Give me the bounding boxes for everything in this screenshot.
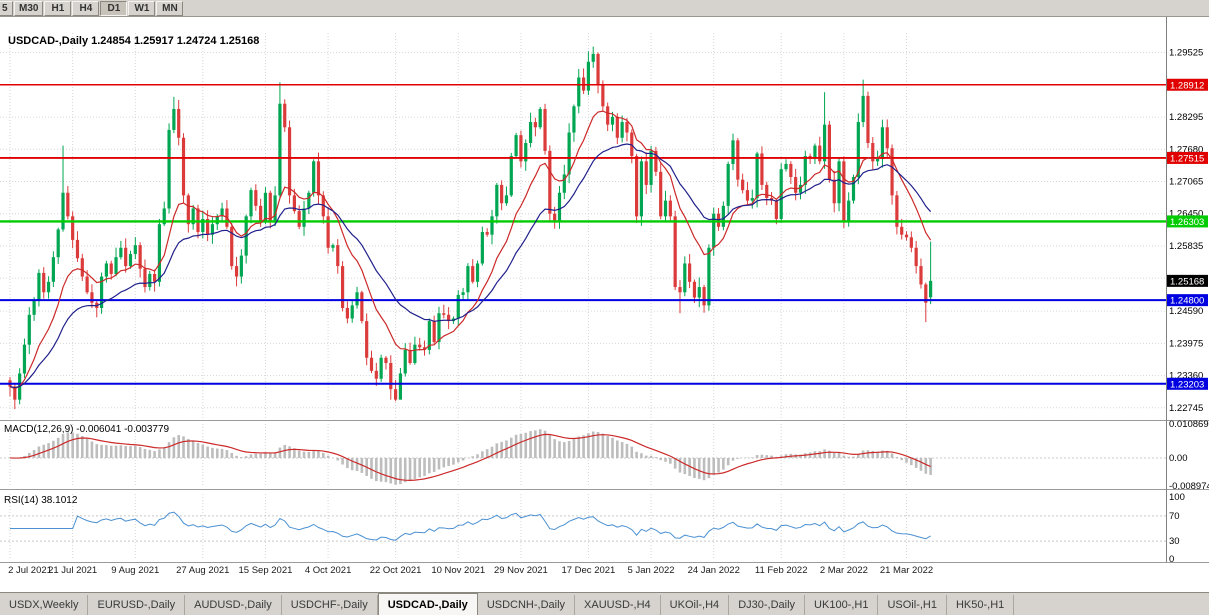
timeframe-button-mn[interactable]: MN (156, 0, 184, 16)
timeframe-button-d1[interactable]: D1 (100, 0, 128, 16)
svg-text:5 Jan 2022: 5 Jan 2022 (628, 565, 675, 576)
svg-text:1.26450: 1.26450 (1169, 209, 1203, 220)
svg-text:11 Feb 2022: 11 Feb 2022 (755, 565, 808, 576)
tab-usoil-h1[interactable]: USOil-,H1 (878, 595, 947, 615)
chart-tabs-bar: USDX,Weekly EURUSD-,Daily AUDUSD-,Daily USD… (0, 592, 1209, 615)
svg-text:21 Mar 2022: 21 Mar 2022 (880, 565, 933, 576)
svg-text:0.00: 0.00 (1169, 453, 1188, 464)
svg-text:17 Dec 2021: 17 Dec 2021 (561, 565, 615, 576)
price-badge (1167, 215, 1208, 228)
rsi-line (10, 511, 931, 541)
timeframe-button-5[interactable]: 5 (0, 0, 13, 16)
svg-text:2 Jul 2021: 2 Jul 2021 (8, 565, 52, 576)
candlesticks (8, 46, 933, 410)
tab-usdcnh-daily[interactable]: USDCNH-,Daily (477, 595, 576, 615)
tab-usdchf-daily[interactable]: USDCHF-,Daily (281, 595, 378, 615)
svg-text:21 Jul 2021: 21 Jul 2021 (48, 565, 97, 576)
timeframe-toolbar: 5 M30 H1 H4 D1 W1 MN (0, 0, 1209, 17)
timeframe-button-w1[interactable]: W1 (128, 0, 156, 16)
price-badge (1167, 151, 1208, 164)
svg-text:30: 30 (1169, 536, 1180, 547)
svg-text:22 Oct 2021: 22 Oct 2021 (370, 565, 422, 576)
price-badge (1167, 294, 1208, 307)
price-badge (1167, 78, 1208, 91)
svg-text:1.22745: 1.22745 (1169, 403, 1203, 414)
svg-text:9 Aug 2021: 9 Aug 2021 (111, 565, 159, 576)
price-badge (1167, 274, 1208, 287)
svg-text:1.27680: 1.27680 (1169, 144, 1203, 155)
rsi-axis-labels: 100 70 30 0 (1169, 492, 1185, 565)
svg-text:2 Mar 2022: 2 Mar 2022 (820, 565, 868, 576)
svg-text:29 Nov 2021: 29 Nov 2021 (494, 565, 548, 576)
svg-text:15 Sep 2021: 15 Sep 2021 (239, 565, 293, 576)
tab-audusd-daily[interactable]: AUDUSD-,Daily (185, 595, 282, 615)
horizontal-lines (0, 83, 1166, 385)
tab-dj30-daily[interactable]: DJ30-,Daily (729, 595, 806, 615)
svg-text:1.29525: 1.29525 (1169, 48, 1203, 59)
price-badge (1167, 377, 1208, 390)
svg-text:1.23360: 1.23360 (1169, 371, 1203, 382)
svg-text:0: 0 (1169, 554, 1174, 565)
tab-usdx-weekly[interactable]: USDX,Weekly (0, 595, 89, 615)
chart-title: USDCAD-,Daily 1.24854 1.25917 1.24724 1.… (8, 35, 259, 47)
svg-text:27 Aug 2021: 27 Aug 2021 (176, 565, 229, 576)
svg-text:70: 70 (1169, 511, 1180, 522)
macd-label: MACD(12,26,9) -0.006041 -0.003779 (4, 424, 170, 435)
svg-text:100: 100 (1169, 492, 1185, 503)
tab-usdcad-daily[interactable]: USDCAD-,Daily (377, 593, 478, 615)
timeframe-button-h4[interactable]: H4 (72, 0, 100, 16)
svg-text:1.25168: 1.25168 (1170, 276, 1204, 287)
chart-canvas: 1.29525 1.28295 1.27680 1.27065 1.26450 1.258… (0, 17, 1209, 576)
price-gridlines (0, 52, 1166, 409)
svg-text:1.24590: 1.24590 (1169, 306, 1203, 317)
chart-overlay-labels: USDCAD-,Daily 1.24854 1.25917 1.24724 1.… (4, 35, 259, 506)
rsi-levels (0, 515, 1166, 542)
svg-text:1.27515: 1.27515 (1170, 153, 1204, 164)
svg-text:10 Nov 2021: 10 Nov 2021 (431, 565, 485, 576)
tab-ukoil-h4[interactable]: UKOil-,H4 (660, 595, 730, 615)
svg-text:1.27065: 1.27065 (1169, 177, 1203, 188)
timeframe-button-h1[interactable]: H1 (44, 0, 72, 16)
svg-text:1.24800: 1.24800 (1170, 296, 1204, 307)
svg-text:1.23203: 1.23203 (1170, 379, 1204, 390)
svg-text:1.26303: 1.26303 (1170, 217, 1204, 228)
svg-text:-0.008974: -0.008974 (1169, 481, 1209, 492)
svg-text:1.25835: 1.25835 (1169, 241, 1203, 252)
tab-hk50-h1[interactable]: HK50-,H1 (946, 595, 1015, 615)
ma-slow-line (9, 143, 932, 389)
panel-separators (0, 17, 1209, 563)
macd-signal-line (9, 433, 931, 481)
price-axis-labels: 1.29525 1.28295 1.27680 1.27065 1.26450 1.258… (1169, 48, 1203, 414)
macd-axis-labels: 0.010869 0.00 -0.008974 (1169, 419, 1209, 492)
svg-text:0.010869: 0.010869 (1169, 419, 1209, 430)
timeframe-button-m30[interactable]: M30 (14, 0, 44, 16)
rsi-label: RSI(14) 38.1012 (4, 495, 78, 506)
svg-text:4 Oct 2021: 4 Oct 2021 (305, 565, 351, 576)
svg-text:1.28295: 1.28295 (1169, 112, 1203, 123)
price-line-badges: 1.28912 1.27515 1.26303 1.24800 1.23203 1.251… (1167, 78, 1208, 390)
svg-text:24 Jan 2022: 24 Jan 2022 (688, 565, 740, 576)
tab-uk100-h1[interactable]: UK100-,H1 (805, 595, 879, 615)
ma-fast-line (9, 110, 932, 390)
svg-text:1.28912: 1.28912 (1170, 80, 1204, 91)
tab-eurusd-daily[interactable]: EURUSD-,Daily (88, 595, 186, 615)
tab-xauusd-h4[interactable]: XAUUSD-,H4 (575, 595, 661, 615)
svg-text:1.23975: 1.23975 (1169, 338, 1203, 349)
